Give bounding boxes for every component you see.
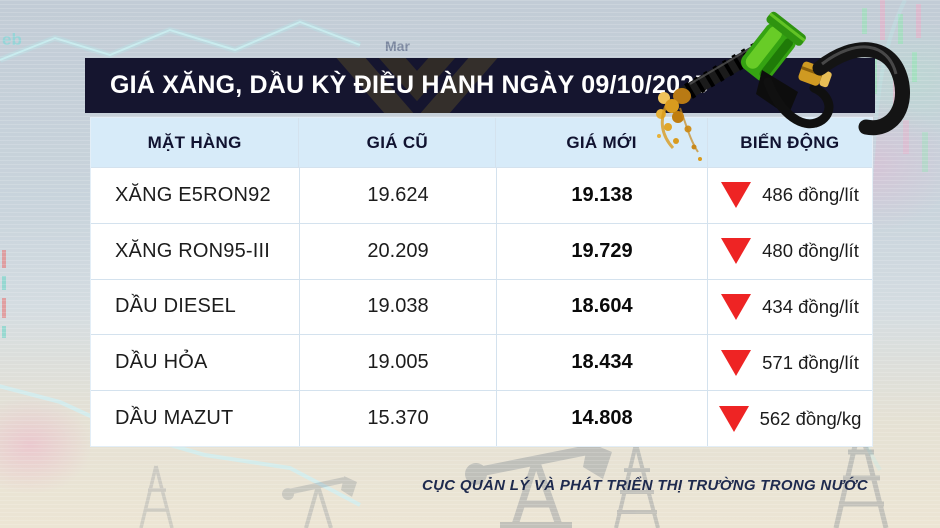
price-down-triangle-icon — [721, 349, 752, 376]
table-row: DẦU MAZUT 15.370 14.808 562 đồng/kg — [91, 390, 872, 446]
chevron-watermark — [336, 58, 498, 113]
column-header-change: BIẾN ĐỘNG — [706, 118, 872, 167]
column-header-product: MẶT HÀNG — [147, 132, 242, 152]
change-cell: 562 đồng/kg — [707, 391, 872, 446]
old-price-cell: 19.624 — [299, 168, 496, 223]
column-header-old-price: GIÁ CŨ — [298, 118, 495, 167]
new-price-cell: 18.434 — [496, 335, 707, 391]
price-down-triangle-icon — [721, 182, 752, 209]
change-value: 486 đồng/lít — [762, 184, 859, 206]
change-cell: 480 đồng/lít — [707, 223, 872, 279]
price-down-triangle-icon — [718, 405, 749, 432]
change-value: 434 đồng/lít — [762, 295, 859, 317]
table-header-row: MẶT HÀNG GIÁ CŨ GIÁ MỚI BIẾN ĐỘNG — [91, 118, 872, 167]
change-value: 562 đồng/kg — [759, 407, 862, 429]
product-name-cell: DẦU HỎA — [115, 351, 208, 374]
product-name-cell: DẦU MAZUT — [115, 407, 234, 430]
title-bar: GIÁ XĂNG, DẦU KỲ ĐIỀU HÀNH NGÀY 09/10/20… — [85, 58, 875, 113]
new-price-cell: 18.604 — [496, 279, 707, 335]
old-price-cell: 15.370 — [299, 391, 496, 446]
page-title: GIÁ XĂNG, DẦU KỲ ĐIỀU HÀNH NGÀY 09/10/20… — [110, 71, 709, 99]
footer-source: CỤC QUẢN LÝ VÀ PHÁT TRIỂN THỊ TRƯỜNG TRO… — [422, 477, 868, 494]
fuel-price-table: MẶT HÀNG GIÁ CŨ GIÁ MỚI BIẾN ĐỘNG XĂNG E… — [90, 117, 873, 447]
change-cell: 434 đồng/lít — [707, 279, 872, 335]
change-value: 480 đồng/lít — [762, 240, 859, 262]
change-cell: 571 đồng/lít — [707, 335, 872, 391]
product-name-cell: DẦU DIESEL — [115, 295, 236, 318]
price-down-triangle-icon — [721, 293, 752, 320]
table-row: DẦU HỎA 19.005 18.434 571 đồng/lít — [91, 334, 872, 391]
left-mini-candles — [2, 250, 6, 338]
table-row: XĂNG RON95-III 20.209 19.729 480 đồng/lí… — [91, 222, 872, 279]
change-cell: 486 đồng/lít — [707, 168, 872, 223]
old-price-cell: 19.005 — [299, 335, 496, 391]
table-row: XĂNG E5RON92 19.624 19.138 486 đồng/lít — [91, 167, 872, 223]
pumpjack-silhouettes — [139, 423, 889, 528]
change-value: 571 đồng/lít — [762, 351, 859, 373]
price-down-triangle-icon — [721, 238, 752, 265]
product-name-cell: XĂNG E5RON92 — [115, 183, 271, 206]
new-price-cell: 14.808 — [496, 391, 707, 446]
product-name-cell: XĂNG RON95-III — [115, 239, 271, 262]
new-price-cell: 19.138 — [496, 168, 707, 223]
column-header-new-price: GIÁ MỚI — [495, 118, 706, 167]
table-row: DẦU DIESEL 19.038 18.604 434 đồng/lít — [91, 278, 872, 335]
new-price-cell: 19.729 — [496, 223, 707, 279]
old-price-cell: 20.209 — [299, 223, 496, 279]
old-price-cell: 19.038 — [299, 279, 496, 335]
